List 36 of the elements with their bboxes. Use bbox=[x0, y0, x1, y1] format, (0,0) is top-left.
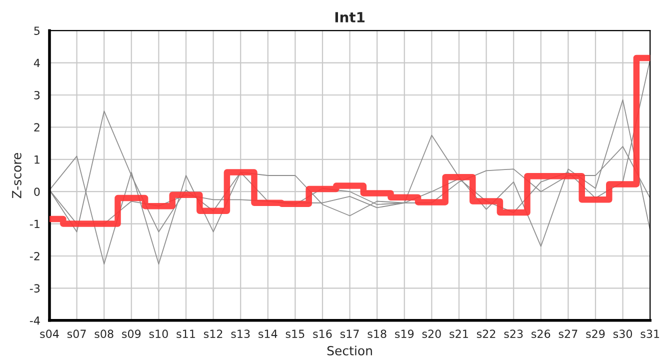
x-tick-label: s17 bbox=[340, 330, 359, 338]
x-tick-label: s09 bbox=[122, 330, 141, 338]
x-tick-label: s30 bbox=[613, 330, 632, 338]
y-tick-label: 4 bbox=[34, 58, 40, 68]
x-tick-label: s19 bbox=[395, 330, 414, 338]
x-tick-label: s13 bbox=[231, 330, 250, 338]
y-tick-label: 3 bbox=[34, 90, 40, 100]
y-tick-label: -2 bbox=[30, 252, 40, 260]
x-tick-label: s27 bbox=[558, 330, 578, 338]
y-tick-label: -1 bbox=[30, 220, 40, 228]
x-tick-label: s18 bbox=[368, 330, 386, 338]
x-tick-label: s14 bbox=[258, 330, 278, 338]
x-tick-label: s22 bbox=[476, 330, 496, 338]
y-tick-label: -4 bbox=[30, 316, 40, 325]
chart-title: Int1 bbox=[335, 12, 365, 22]
y-axis-title: Z-score bbox=[12, 152, 22, 198]
x-tick-label: s29 bbox=[586, 330, 605, 338]
y-tick-label: 5 bbox=[34, 26, 40, 35]
x-tick-label: s26 bbox=[532, 330, 550, 338]
x-tick-label: s20 bbox=[422, 330, 441, 338]
x-tick-label: s21 bbox=[450, 330, 468, 338]
x-tick-label: s07 bbox=[67, 330, 86, 338]
x-tick-label: s10 bbox=[149, 330, 168, 338]
x-tick-label: s04 bbox=[40, 330, 59, 338]
x-tick-label: s15 bbox=[286, 330, 304, 338]
x-tick-label: s23 bbox=[504, 330, 523, 338]
x-axis-title: Section bbox=[327, 346, 372, 356]
x-tick-label: s11 bbox=[176, 330, 195, 338]
y-tick-label: 1 bbox=[34, 156, 40, 164]
y-tick-label: 2 bbox=[34, 123, 40, 132]
x-tick-label: s08 bbox=[94, 330, 114, 338]
x-tick-label: s31 bbox=[640, 330, 660, 338]
y-tick-label: -3 bbox=[30, 284, 40, 293]
x-tick-label: s12 bbox=[204, 330, 222, 338]
y-tick-label: 0 bbox=[34, 188, 40, 196]
x-tick-label: s16 bbox=[313, 330, 332, 338]
